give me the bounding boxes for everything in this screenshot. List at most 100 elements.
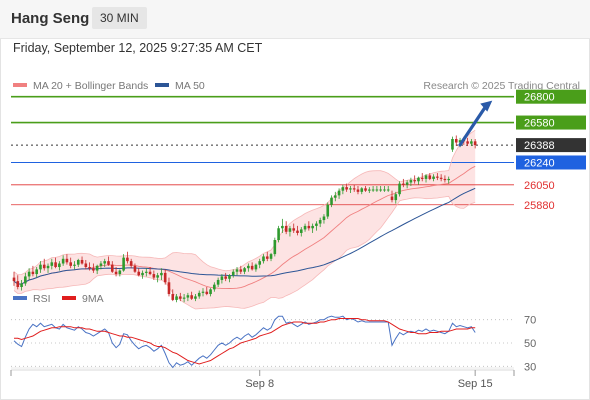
candle-body: [368, 189, 371, 191]
candle-body: [92, 268, 95, 271]
candle-body: [470, 141, 473, 144]
candle-body: [247, 265, 250, 269]
candle-body: [175, 296, 178, 300]
legend-9ma-swatch: [62, 296, 76, 301]
level-label-26388: 26388: [524, 140, 555, 152]
candle-body: [69, 262, 72, 266]
candle-body: [39, 264, 42, 270]
bollinger-lower-line: [13, 195, 476, 310]
level-label-25880: 25880: [524, 200, 555, 212]
candle-body: [318, 220, 322, 224]
candle-body: [20, 283, 23, 287]
level-badge-26388: [516, 138, 586, 153]
candle-body: [284, 225, 288, 232]
candle-body: [383, 189, 386, 191]
candle-body: [107, 261, 110, 265]
candle-body: [152, 274, 156, 278]
legend-bollinger-label: MA 20 + Bollinger Bands: [33, 80, 149, 92]
candle-body: [12, 277, 16, 282]
candle-body: [398, 183, 401, 195]
candle-body: [394, 194, 398, 201]
candle-body: [103, 261, 107, 264]
candle-body: [371, 189, 375, 191]
candle-body: [16, 281, 20, 287]
candle-body: [216, 279, 220, 285]
candle-body: [110, 264, 114, 272]
candle-body: [458, 140, 462, 143]
ma50-line: [13, 187, 476, 285]
rsi-series-9MA: [14, 318, 476, 365]
candle-body: [303, 225, 307, 230]
candle-body: [54, 262, 57, 268]
candle-body: [296, 230, 299, 233]
candle-body: [186, 295, 190, 298]
candle-body: [167, 282, 171, 295]
candle-body: [315, 223, 318, 226]
candle-body: [281, 225, 284, 229]
rsi-tick-50: 50: [524, 338, 536, 350]
candle-body: [24, 276, 27, 284]
candle-body: [424, 175, 428, 179]
candle-body: [122, 257, 125, 271]
legend-ma50-swatch: [155, 83, 169, 88]
candle-body: [277, 228, 280, 241]
candle-body: [163, 272, 167, 283]
legend-ma50: MA 50: [155, 80, 205, 92]
candle-body: [58, 263, 61, 268]
x-axis: Sep 8 Sep 15: [10, 369, 515, 390]
candle-body: [201, 291, 205, 293]
candle-body: [197, 292, 201, 297]
candle-body: [126, 257, 129, 262]
candle-body: [436, 176, 439, 178]
candle-body: [50, 262, 54, 266]
level-badge-26580: [516, 115, 586, 130]
candle-body: [145, 271, 148, 273]
legend-rsi-label: RSI: [33, 293, 51, 305]
candle-body: [447, 178, 450, 181]
level-label-26240: 26240: [524, 157, 555, 169]
candle-body: [228, 275, 231, 279]
level-badge-26240: [516, 155, 586, 170]
level-labels: 26800 26580 26388 26240 26050 25880: [516, 89, 586, 212]
level-label-26800: 26800: [524, 92, 555, 104]
candle-body: [80, 259, 84, 264]
bollinger-upper-line: [13, 129, 476, 276]
legend-rsi-swatch: [13, 296, 27, 301]
candle-body: [141, 272, 144, 276]
legend-ma50-label: MA 50: [175, 80, 205, 92]
candle-body: [265, 256, 269, 259]
rsi-series-RSI: [13, 315, 476, 369]
candle-body: [334, 195, 337, 198]
credit-text: Research © 2025 Trading Central: [423, 80, 580, 92]
legend-9ma: 9MA: [62, 293, 104, 305]
candle-body: [307, 225, 311, 229]
rsi-tick-70: 70: [524, 315, 536, 327]
candle-body: [133, 265, 137, 272]
candle-body: [402, 183, 405, 185]
candle-body: [243, 268, 246, 272]
level-label-26580: 26580: [524, 118, 555, 130]
symbol-title: Hang Seng: [11, 10, 90, 27]
candle-body: [432, 176, 435, 179]
candle-body: [194, 296, 197, 299]
candle-body: [84, 263, 88, 268]
candle-body: [190, 295, 193, 299]
candle-body: [311, 225, 314, 229]
legend-bollinger: MA 20 + Bollinger Bands: [13, 80, 148, 92]
candle-body: [235, 269, 239, 272]
candle-body: [46, 265, 50, 269]
candle-body: [420, 177, 424, 179]
candle-body: [443, 178, 447, 181]
candle-body: [454, 138, 458, 143]
candle-body: [345, 187, 348, 190]
candle-body: [409, 180, 413, 183]
candle-body: [439, 177, 443, 179]
candle-body: [35, 269, 38, 275]
candle-body: [76, 259, 80, 265]
level-lines: [11, 95, 514, 206]
candle-body: [379, 189, 382, 191]
interval-button[interactable]: 30 MIN: [92, 7, 147, 29]
candle-body: [179, 296, 182, 299]
level-badge-26800: [516, 89, 586, 104]
